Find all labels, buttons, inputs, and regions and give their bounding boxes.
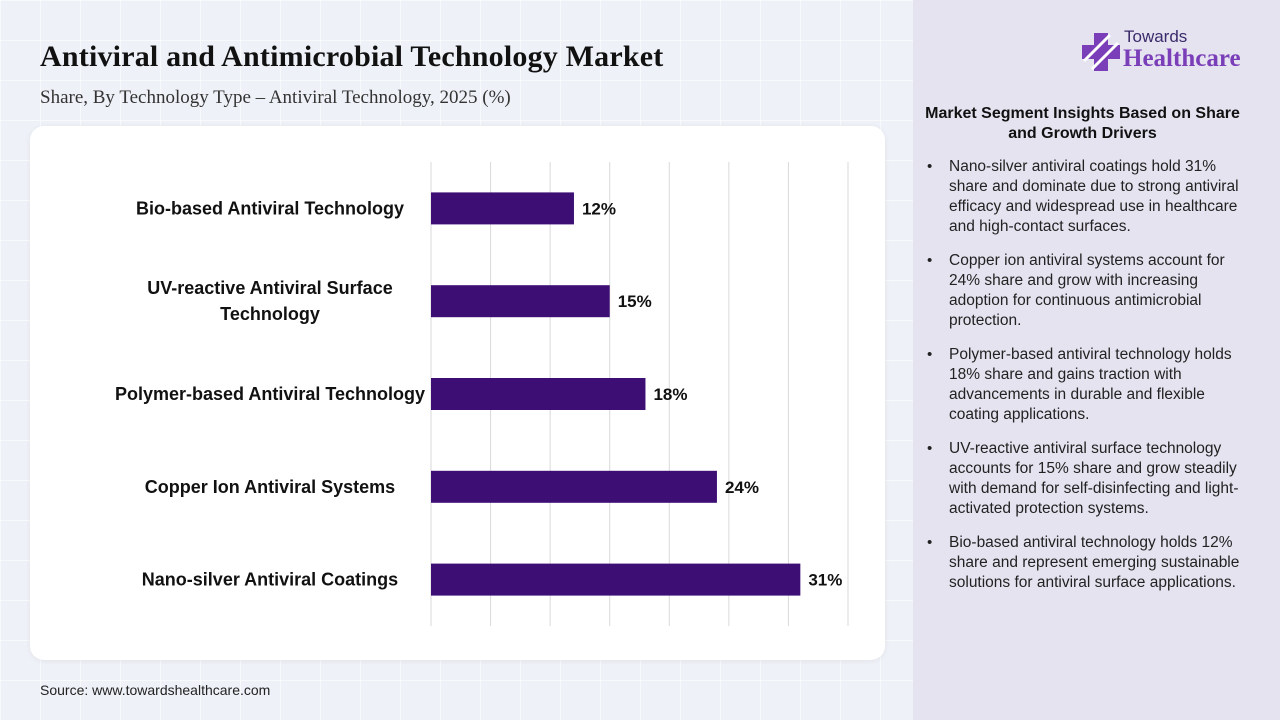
- category-label: Bio-based Antiviral Technology: [136, 198, 404, 218]
- insight-text: Copper ion antiviral systems account for…: [949, 252, 1225, 329]
- category-label-line: Technology: [220, 304, 320, 324]
- value-label: 12%: [582, 199, 616, 218]
- bar: [431, 563, 801, 596]
- insight-item: • UV-reactive antiviral surface technolog…: [925, 439, 1245, 519]
- insight-text: Bio-based antiviral technology holds 12%…: [949, 534, 1240, 591]
- insights-list: • Nano-silver antiviral coatings hold 31%…: [925, 157, 1245, 607]
- insight-item: • Bio-based antiviral technology holds 12…: [925, 533, 1245, 593]
- medical-cross-icon: [1082, 33, 1120, 71]
- insights-sidebar: [913, 0, 1280, 720]
- source-note: Source: www.towardshealthcare.com: [40, 682, 271, 698]
- bar: [431, 378, 646, 410]
- bullet-icon: •: [927, 440, 933, 457]
- bar-chart: 12% Bio-based Antiviral Technology 15% UV-r…: [115, 162, 849, 626]
- value-label: 31%: [808, 571, 842, 590]
- insight-item: • Nano-silver antiviral coatings hold 31%…: [925, 157, 1245, 237]
- category-label: Copper Ion Antiviral Systems: [145, 477, 395, 497]
- chart-card: 12% Bio-based Antiviral Technology 15% UV-r…: [30, 126, 885, 660]
- brand-logo: Towards Healthcare: [1080, 27, 1260, 77]
- insight-text: Nano-silver antiviral coatings hold 31% …: [949, 158, 1239, 235]
- chart-subtitle: Share, By Technology Type – Antiviral Te…: [40, 87, 511, 108]
- value-label: 15%: [618, 292, 652, 311]
- bar: [431, 192, 574, 225]
- insight-item: • Copper ion antiviral systems account fo…: [925, 251, 1245, 331]
- bar: [431, 285, 610, 318]
- chart-title: Antiviral and Antimicrobial Technology M…: [40, 40, 664, 73]
- category-label-line: UV-reactive Antiviral Surface: [147, 278, 392, 298]
- category-label-line: Copper Ion Antiviral Systems: [145, 477, 395, 497]
- category-label: Nano-silver Antiviral Coatings: [142, 570, 398, 590]
- bar: [431, 470, 717, 503]
- category-label: UV-reactive Antiviral Surface Technology: [147, 278, 392, 324]
- bullet-icon: •: [927, 252, 933, 269]
- bullet-icon: •: [927, 534, 933, 551]
- insight-text: UV-reactive antiviral surface technology…: [949, 440, 1239, 517]
- category-label-line: Polymer-based Antiviral Technology: [115, 384, 425, 404]
- bullet-icon: •: [927, 346, 933, 363]
- value-label: 24%: [725, 478, 759, 497]
- insight-text: Polymer-based antiviral technology holds…: [949, 346, 1232, 423]
- category-label: Polymer-based Antiviral Technology: [115, 384, 425, 404]
- insights-heading: Market Segment Insights Based on Share a…: [925, 105, 1240, 142]
- category-label-line: Nano-silver Antiviral Coatings: [142, 570, 398, 590]
- logo-text-healthcare: Healthcare: [1123, 45, 1241, 72]
- value-label: 18%: [653, 385, 687, 404]
- category-label-line: Bio-based Antiviral Technology: [136, 198, 404, 218]
- logo-text-towards: Towards: [1124, 27, 1188, 46]
- insight-item: • Polymer-based antiviral technology hold…: [925, 345, 1245, 425]
- bullet-icon: •: [927, 158, 933, 175]
